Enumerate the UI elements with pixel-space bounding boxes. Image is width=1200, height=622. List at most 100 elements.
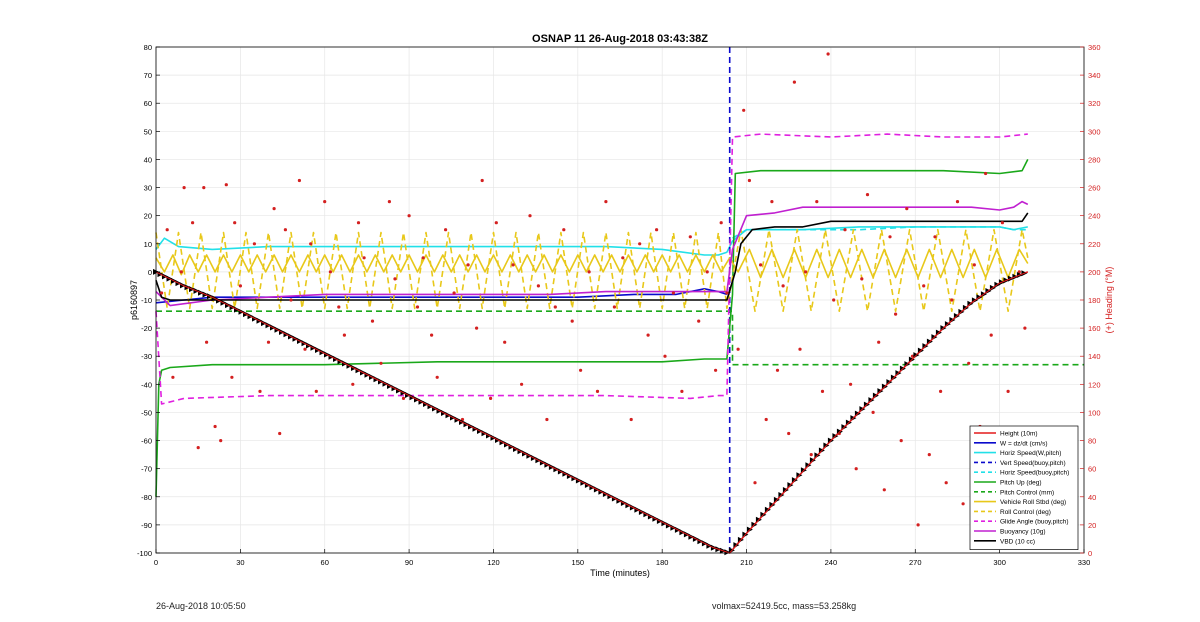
heading-dot <box>570 319 574 323</box>
heading-dot <box>165 228 169 232</box>
heading-dot <box>494 221 498 225</box>
heading-dot <box>646 333 650 337</box>
series-vbd-10-cc <box>155 212 1029 301</box>
heading-dot <box>655 228 659 232</box>
heading-dot <box>820 389 825 393</box>
legend-label: Horiz Speed(buoy,pitch) <box>1000 470 1069 477</box>
heading-dot <box>224 183 228 187</box>
legend-box <box>969 425 1079 550</box>
heading-dot <box>989 333 993 337</box>
heading-dot <box>421 256 425 260</box>
heading-dot <box>196 446 200 450</box>
heading-dot <box>351 382 355 386</box>
heading-dot <box>719 221 723 225</box>
x-tick-label: 150 <box>572 558 585 567</box>
heading-dot <box>905 207 909 211</box>
heading-dot <box>171 375 175 379</box>
heading-dot <box>219 439 223 443</box>
y-tick-label-left: 70 <box>144 71 152 80</box>
heading-dot <box>944 481 948 485</box>
heading-dot <box>297 178 301 183</box>
y-tick-label-right: 300 <box>1088 127 1101 136</box>
y-axis-label-right: (+) Heading (°M) <box>1104 267 1114 334</box>
heading-dot <box>1017 270 1021 274</box>
heading-dot <box>798 347 802 351</box>
series-horiz-speed-w-pitch <box>155 226 1028 256</box>
heading-dot <box>629 417 633 422</box>
heading-dot <box>854 467 858 471</box>
heading-dot <box>697 319 701 323</box>
legend-label: Pitch Control (mm) <box>1000 489 1054 496</box>
heading-dot <box>781 284 785 288</box>
heading-dot <box>266 340 271 344</box>
heading-dot <box>1000 221 1005 225</box>
heading-dot <box>742 108 746 112</box>
series-pitch-up-deg <box>155 159 1029 497</box>
heading-dot <box>337 305 341 309</box>
heading-dot <box>553 305 557 309</box>
y-tick-label-left: -80 <box>141 493 152 502</box>
y-tick-label-right: 220 <box>1088 240 1101 249</box>
heading-dot <box>671 291 676 295</box>
y-tick-label-left: -50 <box>141 408 152 417</box>
chart-title: OSNAP 11 26-Aug-2018 03:43:38Z <box>532 33 708 45</box>
y-tick-label-right: 80 <box>1088 437 1096 446</box>
heading-dot <box>849 382 853 386</box>
heading-dot <box>356 221 361 225</box>
heading-dot <box>480 178 484 183</box>
axes: 0 30 60 90 120 150 180 210 240 270 300 330-100-90-8… <box>137 43 1101 567</box>
heading-dot <box>972 263 976 267</box>
heading-dot <box>205 340 209 344</box>
heading-dot <box>435 375 439 379</box>
y-tick-label-left: -100 <box>137 549 152 558</box>
heading-dot <box>826 52 830 56</box>
heading-dot <box>832 298 836 302</box>
heading-dot <box>877 340 881 344</box>
heading-dot <box>252 242 256 246</box>
heading-dot <box>871 410 875 414</box>
legend-label: VBD (10 cc) <box>1000 538 1035 545</box>
heading-dot <box>759 263 763 267</box>
heading-dot <box>393 277 397 281</box>
heading-dot <box>283 228 287 232</box>
heading-dot <box>621 256 625 260</box>
x-tick-label: 240 <box>825 558 838 567</box>
x-tick-label: 120 <box>487 558 500 567</box>
x-tick-label: 330 <box>1078 558 1091 567</box>
series-glide-angle-buoy-pitch <box>155 133 1028 405</box>
x-axis-label: Time (minutes) <box>590 568 650 578</box>
heading-dot <box>663 354 667 358</box>
legend: Height (10m) W = dz/dt (cm/s) Horiz Speed(… <box>969 425 1079 550</box>
heading-dot <box>967 361 971 365</box>
heading-dot <box>314 389 318 393</box>
legend-label: Horiz Speed(W,pitch) <box>1000 450 1061 457</box>
y-tick-label-left: 40 <box>144 155 152 164</box>
y-tick-label-left: 50 <box>144 127 152 136</box>
heading-dot <box>604 200 608 204</box>
heading-dot <box>323 200 327 204</box>
heading-dot <box>230 375 234 379</box>
heading-dot <box>444 228 448 232</box>
heading-dot <box>182 186 186 190</box>
heading-dot <box>452 291 456 295</box>
x-tick-label: 0 <box>154 558 158 567</box>
y-tick-label-right: 20 <box>1088 521 1096 530</box>
heading-dot <box>370 319 375 323</box>
heading-dot <box>753 481 757 485</box>
heading-dot <box>179 270 183 274</box>
y-tick-label-left: 20 <box>144 212 152 221</box>
y-tick-label-right: 160 <box>1088 324 1101 333</box>
heading-dot <box>309 242 313 246</box>
y-tick-label-left: 30 <box>144 184 152 193</box>
heading-dot <box>933 235 937 239</box>
heading-dot <box>503 340 507 344</box>
depth-markers <box>153 268 1028 556</box>
heading-dot <box>950 298 954 302</box>
x-tick-label: 60 <box>321 558 329 567</box>
heading-dot <box>362 256 366 260</box>
heading-dot <box>379 361 383 365</box>
y-tick-label-left: -30 <box>141 352 152 361</box>
heading-dot <box>680 389 684 393</box>
heading-dot <box>545 417 549 422</box>
